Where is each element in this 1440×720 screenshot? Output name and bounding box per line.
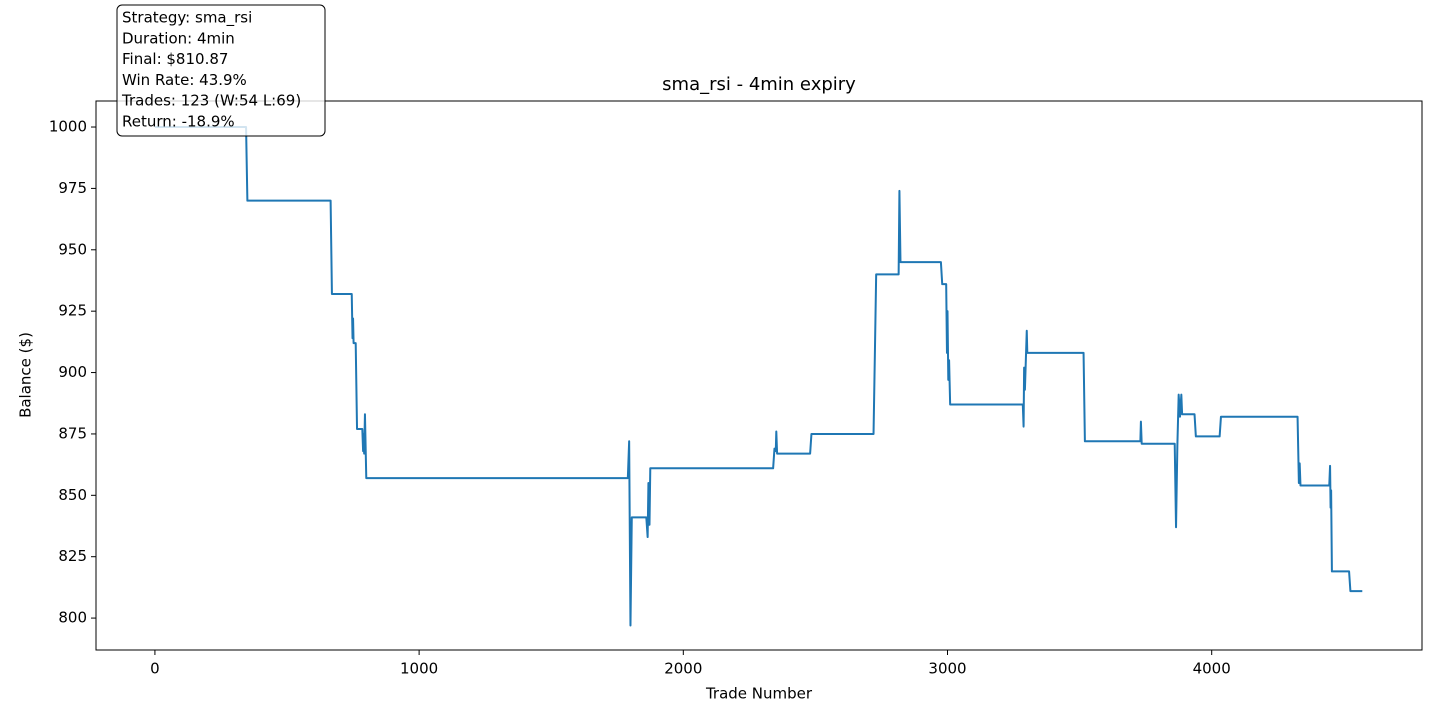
- x-tick-label: 0: [150, 660, 160, 678]
- axes-frame: [95, 100, 1423, 651]
- x-axis-label: Trade Number: [705, 685, 813, 703]
- annotation-line: Duration: 4min: [122, 29, 235, 47]
- y-tick-label: 950: [58, 240, 87, 258]
- annotation-line: Win Rate: 43.9%: [122, 71, 247, 89]
- y-tick-label: 1000: [49, 118, 87, 136]
- y-tick-label: 825: [58, 547, 87, 565]
- annotation-line: Strategy: sma_rsi: [122, 9, 252, 28]
- annotation-line: Return: -18.9%: [122, 113, 235, 131]
- chart-title: sma_rsi - 4min expiry: [662, 74, 856, 95]
- x-tick-label: 4000: [1193, 660, 1231, 678]
- y-tick-label: 800: [58, 609, 87, 627]
- annotation-line: Trades: 123 (W:54 L:69): [121, 92, 301, 110]
- y-tick-label: 925: [58, 302, 87, 320]
- x-tick-label: 1000: [400, 660, 438, 678]
- annotation-box: [116, 4, 326, 137]
- y-tick-label: 850: [58, 486, 87, 504]
- y-tick-label: 875: [58, 424, 87, 442]
- annotation-line: Final: $810.87: [122, 50, 228, 68]
- y-tick-label: 900: [58, 363, 87, 381]
- balance-line: [154, 126, 1363, 627]
- x-tick-label: 3000: [928, 660, 966, 678]
- x-tick-label: 2000: [664, 660, 702, 678]
- y-axis-label: Balance ($): [17, 332, 35, 418]
- y-tick-label: 975: [58, 179, 87, 197]
